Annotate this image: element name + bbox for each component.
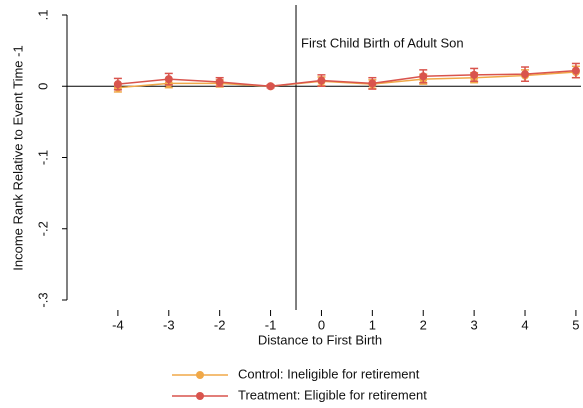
legend-label: Control: Ineligible for retirement xyxy=(238,366,420,381)
point xyxy=(317,76,326,85)
x-tick-label: -4 xyxy=(112,317,124,332)
y-axis-title: Income Rank Relative to Event Time -1 xyxy=(10,45,25,270)
x-tick-label: -2 xyxy=(214,317,226,332)
y-tick-label: -.2 xyxy=(35,221,50,236)
x-tick-label: 0 xyxy=(318,317,325,332)
point xyxy=(521,70,530,79)
y-tick-label: .1 xyxy=(35,10,50,21)
point xyxy=(215,77,224,86)
point xyxy=(470,70,479,79)
legend-label: Treatment: Eligible for retirement xyxy=(238,387,427,402)
point xyxy=(164,75,173,84)
legend-marker xyxy=(196,392,204,400)
x-tick-label: 4 xyxy=(521,317,528,332)
y-tick-label: 0 xyxy=(35,83,50,90)
x-tick-label: 2 xyxy=(420,317,427,332)
x-axis-title: Distance to First Birth xyxy=(258,332,382,347)
point xyxy=(113,80,122,89)
point xyxy=(571,66,580,75)
x-tick-label: 5 xyxy=(572,317,579,332)
y-tick-label: -.3 xyxy=(35,292,50,307)
point xyxy=(266,82,275,91)
legend-marker xyxy=(196,371,204,379)
point xyxy=(368,79,377,88)
point xyxy=(419,72,428,81)
x-tick-label: -3 xyxy=(163,317,175,332)
x-tick-label: 3 xyxy=(471,317,478,332)
x-tick-label: -1 xyxy=(265,317,277,332)
x-tick-label: 1 xyxy=(369,317,376,332)
y-tick-label: -.1 xyxy=(35,150,50,165)
series-line xyxy=(117,69,576,88)
annotation: First Child Birth of Adult Son xyxy=(301,35,464,50)
